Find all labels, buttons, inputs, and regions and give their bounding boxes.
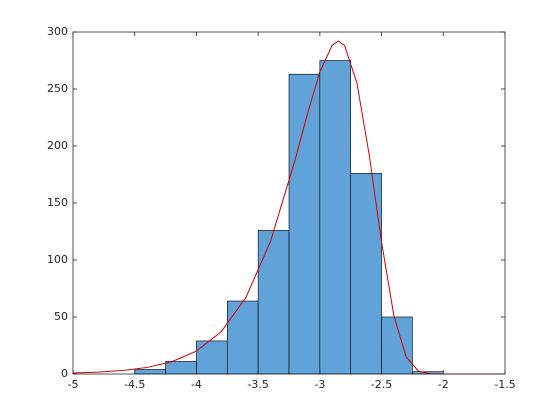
x-tick-label: -2 xyxy=(438,378,449,391)
y-tick-label: 200 xyxy=(47,139,68,152)
bar xyxy=(196,340,228,375)
x-tick-label: -3.5 xyxy=(247,378,268,391)
y-tick-label: 300 xyxy=(47,25,68,38)
x-tick-label: -4.5 xyxy=(124,378,145,391)
y-tick-label: 0 xyxy=(61,367,68,380)
fit-line xyxy=(72,40,505,375)
x-tick-label: -1.5 xyxy=(494,378,515,391)
y-tick-label: 50 xyxy=(54,310,68,323)
bar xyxy=(319,60,352,375)
y-tick-label: 150 xyxy=(47,196,68,209)
bar xyxy=(226,300,259,375)
x-tick-label: -4 xyxy=(191,378,202,391)
x-tick-label: -2.5 xyxy=(371,378,392,391)
bar xyxy=(134,369,166,375)
y-tick-label: 100 xyxy=(47,253,68,266)
bar xyxy=(257,230,290,375)
bar xyxy=(350,173,382,375)
bar xyxy=(165,361,197,375)
x-tick-label: -3 xyxy=(314,378,325,391)
bar xyxy=(288,73,321,375)
y-tick-label: 250 xyxy=(47,82,68,95)
x-tick-label: -5 xyxy=(68,378,79,391)
